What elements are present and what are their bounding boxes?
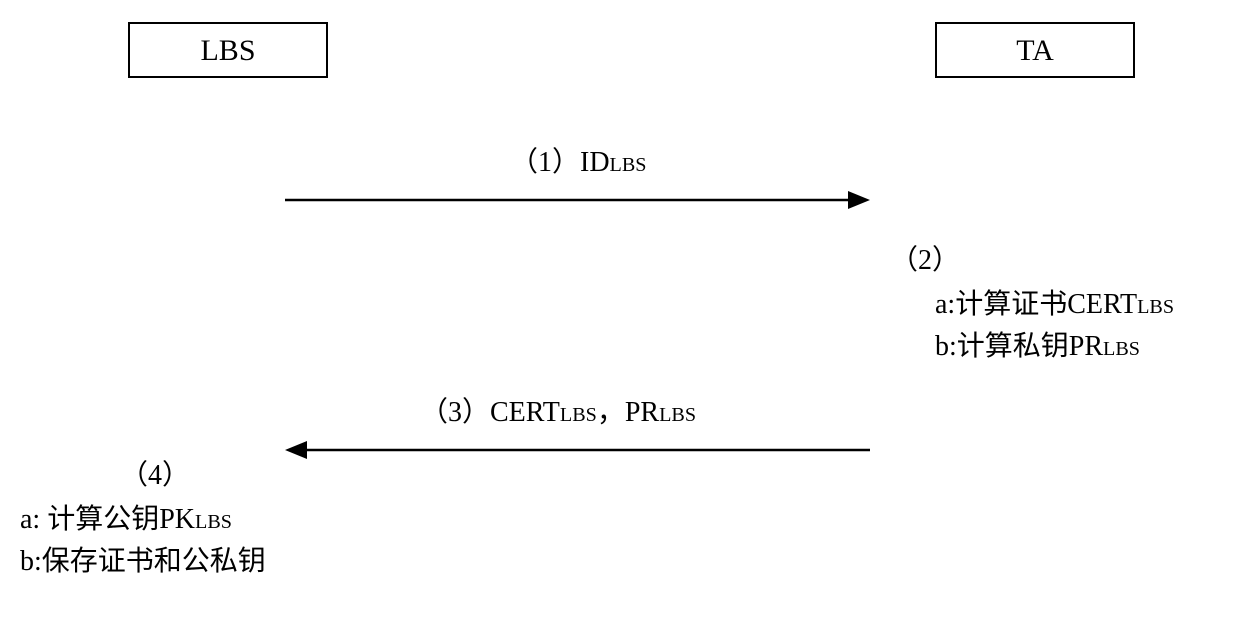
arrow-3-head <box>285 441 307 459</box>
step-4-line-b: b:保存证书和公私钥 <box>20 541 266 583</box>
step-4-line-a-sub: LBS <box>195 511 232 533</box>
diagram-canvas: LBS TA （1）IDLBS （2） a:计算证书CERTLBS b:计算私钥… <box>0 0 1239 625</box>
step-4-line-a-prefix: a: 计算公钥PK <box>20 504 195 535</box>
step-4-block: （4） a: 计算公钥PKLBS b:保存证书和公私钥 <box>20 455 266 583</box>
step-4-line-a: a: 计算公钥PKLBS <box>20 499 266 541</box>
step-4-title: （4） <box>20 455 266 497</box>
